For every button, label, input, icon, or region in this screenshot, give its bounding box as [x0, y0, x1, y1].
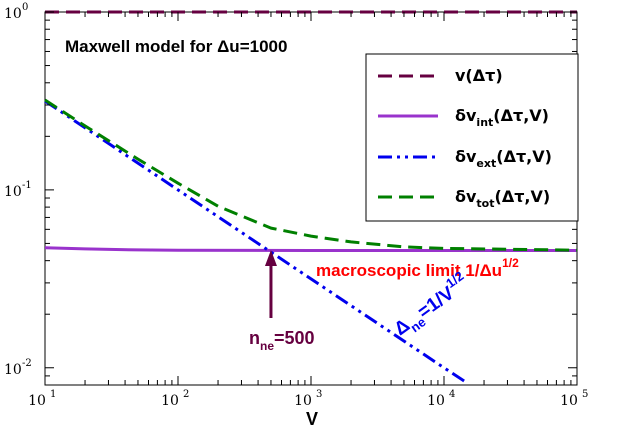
x-tick-base: 10 — [161, 393, 179, 409]
y-tick-base: 10 — [4, 184, 22, 200]
x-tick-exponent: 4 — [449, 389, 455, 400]
legend-label-sub: tot — [476, 197, 494, 210]
x-tick-label: 10 — [28, 393, 46, 409]
y-tick-base: 10 — [4, 6, 22, 22]
n-ne-main: n — [249, 328, 260, 348]
legend-label-tot: δvtot(Δτ,V) — [455, 187, 550, 210]
y-tick-base: 10 — [4, 362, 22, 378]
legend-label-tail: (Δτ,V) — [496, 147, 552, 166]
y-tick-label: 10 — [4, 6, 22, 22]
n-ne-label: nne=500 — [249, 328, 315, 353]
y-tick-exponent: -2 — [22, 358, 32, 369]
legend-box — [365, 53, 579, 222]
arrow-head — [264, 250, 277, 266]
macroscopic-limit-exponent: 1/2 — [502, 256, 519, 270]
chart-title: Maxwell model for Δu=1000 — [65, 37, 287, 56]
x-tick-exponent: 5 — [582, 389, 588, 400]
x-tick-exponent: 1 — [50, 389, 56, 400]
x-tick-base: 10 — [28, 393, 46, 409]
series-line-int — [44, 246, 577, 252]
legend-label-main: v(Δτ) — [455, 66, 503, 85]
y-tick-label: 10 — [4, 184, 22, 200]
x-tick-exponent: 3 — [316, 389, 322, 400]
legend-label-main: δv — [455, 106, 477, 125]
legend-label-ext: δvext(Δτ,V) — [455, 147, 552, 170]
legend-label-main: δv — [455, 187, 477, 206]
x-tick-exponent: 2 — [183, 389, 189, 400]
legend-label-int: δvint(Δτ,V) — [455, 106, 549, 129]
legend: v(Δτ)δvint(Δτ,V)δvext(Δτ,V)δvtot(Δτ,V) — [365, 53, 579, 222]
y-tick-exponent: 0 — [22, 2, 28, 13]
series-line-tot — [44, 98, 578, 252]
x-axis-label: V — [306, 409, 318, 429]
axes: 10 1 10 2 10 3 10 4 10 510 010 -110 -2 — [4, 2, 588, 409]
macroscopic-limit-label: macroscopic limit 1/Δu1/2 — [316, 256, 519, 280]
x-tick-label: 10 — [427, 393, 445, 409]
macroscopic-limit-main: macroscopic limit 1/Δu — [316, 261, 502, 280]
x-tick-base: 10 — [294, 393, 312, 409]
slope-label-sub: ne — [408, 314, 429, 335]
y-tick-exponent: -1 — [22, 180, 32, 191]
legend-label-sub: ext — [476, 157, 496, 170]
y-tick-label: 10 — [4, 362, 22, 378]
n-ne-tail: =500 — [274, 328, 315, 348]
legend-label-tail: (Δτ,V) — [493, 106, 549, 125]
series-line-ext — [44, 99, 469, 385]
x-tick-label: 10 — [294, 393, 312, 409]
legend-label-main: δv — [455, 147, 477, 166]
legend-label-tail: (Δτ,V) — [495, 187, 551, 206]
x-tick-label: 10 — [161, 393, 179, 409]
n-ne-sub: ne — [260, 339, 274, 353]
legend-label-v: v(Δτ) — [455, 66, 503, 85]
x-tick-base: 10 — [427, 393, 445, 409]
x-tick-base: 10 — [560, 393, 578, 409]
legend-label-sub: int — [476, 116, 493, 129]
x-tick-label: 10 — [560, 393, 578, 409]
